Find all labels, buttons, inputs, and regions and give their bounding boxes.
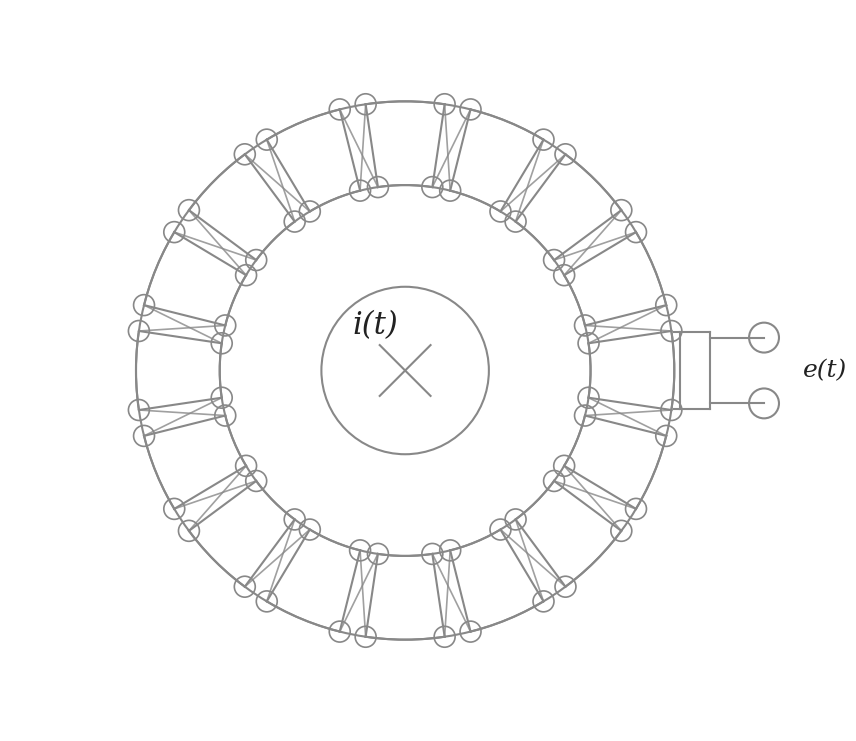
Text: i(t): i(t) [353,310,398,341]
Text: e(t): e(t) [803,359,847,382]
